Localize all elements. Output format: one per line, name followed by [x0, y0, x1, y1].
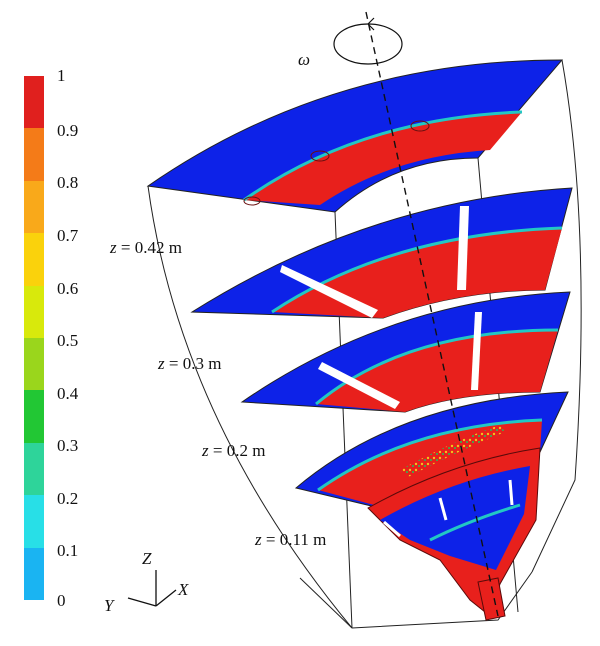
- colorbar-band: [24, 233, 44, 286]
- colorbar-tick-0.6: 0.6: [57, 279, 79, 298]
- colorbar-band: [24, 180, 44, 234]
- rotation-axis: [333, 11, 499, 617]
- slice-z03: [240, 291, 571, 413]
- axis-label-z: Z: [142, 549, 152, 568]
- slice-label-z011: z = 0.11 m: [255, 530, 327, 549]
- colorbar-tick-0.2: 0.2: [57, 489, 79, 508]
- slice-top: [146, 59, 564, 213]
- colorbar-tick-0.1: 0.1: [57, 541, 79, 560]
- axis-label-y: Y: [104, 596, 114, 615]
- slice-label-z03: z = 0.3 m: [158, 354, 222, 373]
- colorbar-band: [24, 128, 44, 181]
- colorbar-band: [24, 495, 44, 548]
- colorbar-strip: [24, 76, 44, 600]
- colorbar-tick-1: 1: [57, 66, 66, 85]
- colorbar-band: [24, 76, 44, 129]
- slice-z02: [294, 391, 569, 521]
- axes-triad: [127, 570, 177, 607]
- colorbar-tick-0.4: 0.4: [57, 384, 79, 403]
- colorbar-band: [24, 390, 44, 443]
- colorbar-band: [24, 442, 44, 496]
- colorbar-tick-0.8: 0.8: [57, 173, 79, 192]
- rotation-symbol: ω: [298, 50, 311, 69]
- slice-z042: [190, 187, 573, 319]
- colorbar-band: [24, 547, 44, 600]
- slice-label-z042: z = 0.42 m: [110, 238, 182, 257]
- colorbar-tick-0.3: 0.3: [57, 436, 79, 455]
- colorbar-tick-0.5: 0.5: [57, 331, 79, 350]
- colorbar-tick-0.9: 0.9: [57, 121, 79, 140]
- slice-label-z02: z = 0.2 m: [202, 441, 266, 460]
- colorbar-tick-0: 0: [57, 591, 66, 610]
- colorbar-band: [24, 338, 44, 391]
- colorbar-band: [24, 285, 44, 338]
- axis-label-x: X: [178, 580, 189, 599]
- impeller-region: [367, 447, 541, 621]
- colorbar-tick-0.7: 0.7: [57, 226, 79, 245]
